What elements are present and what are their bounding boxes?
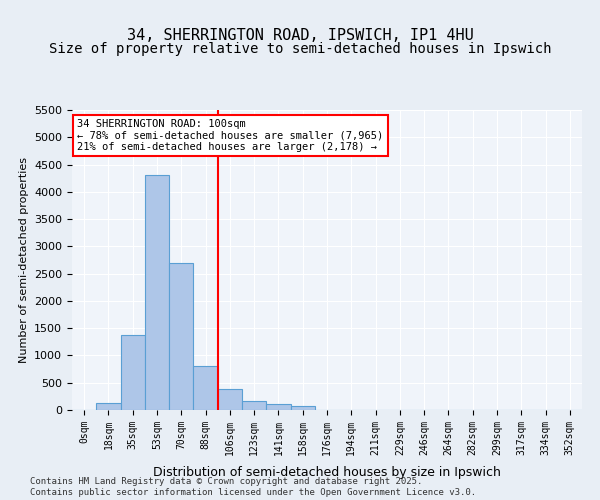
Bar	[169, 262, 193, 410]
Text: 34, SHERRINGTON ROAD, IPSWICH, IP1 4HU: 34, SHERRINGTON ROAD, IPSWICH, IP1 4HU	[127, 28, 473, 42]
Text: Contains HM Land Registry data © Crown copyright and database right 2025.
Contai: Contains HM Land Registry data © Crown c…	[30, 478, 476, 497]
Y-axis label: Number of semi-detached properties: Number of semi-detached properties	[19, 157, 29, 363]
Bar	[266, 404, 290, 410]
X-axis label: Distribution of semi-detached houses by size in Ipswich: Distribution of semi-detached houses by …	[153, 466, 501, 479]
Bar	[242, 400, 266, 410]
Bar	[193, 366, 218, 410]
Bar	[218, 388, 242, 410]
Text: Size of property relative to semi-detached houses in Ipswich: Size of property relative to semi-detach…	[49, 42, 551, 56]
Bar	[96, 403, 121, 410]
Bar	[145, 176, 169, 410]
Text: 34 SHERRINGTON ROAD: 100sqm
← 78% of semi-detached houses are smaller (7,965)
21: 34 SHERRINGTON ROAD: 100sqm ← 78% of sem…	[77, 119, 383, 152]
Bar	[290, 406, 315, 410]
Bar	[121, 334, 145, 410]
